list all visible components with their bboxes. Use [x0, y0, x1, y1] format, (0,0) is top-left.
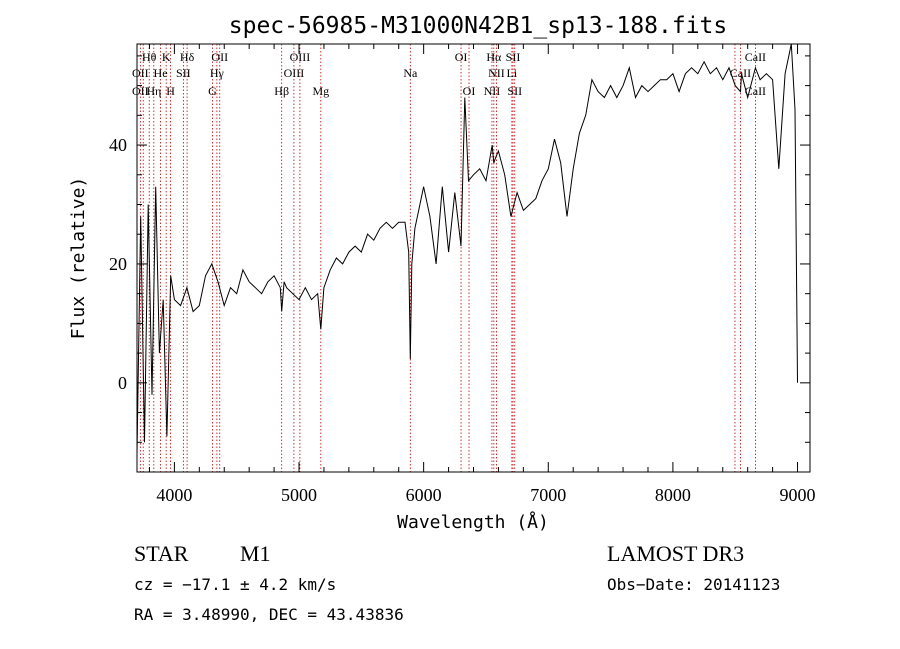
spectral-line-label: OI: [455, 50, 468, 64]
spectral-line-label: OII: [132, 84, 149, 98]
y-axis-ticks: 0 20 40: [109, 55, 810, 443]
spectral-line-label: OII: [211, 50, 228, 64]
spectrum-line: [136, 43, 798, 455]
spectral-line-label: OI: [463, 84, 476, 98]
spectral-line-label: Hα: [486, 50, 502, 64]
spectral-line-label: Hη: [146, 84, 161, 98]
spectral-line-label: SII: [507, 84, 522, 98]
spectral-line-label: Hγ: [210, 66, 225, 80]
x-tick-label: 8000: [655, 485, 691, 505]
chart-title: spec-56985-M31000N42B1_sp13-188.fits: [229, 13, 728, 39]
spectral-line-label: K: [162, 50, 171, 64]
x-tick-label: 5000: [281, 485, 317, 505]
spectral-line-label: NII: [484, 84, 501, 98]
spectral-line-label: CaII: [730, 66, 751, 80]
spectral-line-label: G: [208, 84, 217, 98]
y-tick-label: 40: [109, 135, 127, 155]
spectral-line-label: NII: [488, 66, 505, 80]
object-class: STAR: [134, 541, 189, 566]
object-subclass: M1: [240, 541, 271, 566]
spectral-line-label: Hβ: [274, 84, 289, 98]
spectral-line-labels: Hθ K Hδ OII OIII OI Hα SII CaII OII He SII Hγ OIII Na N…: [132, 50, 766, 98]
x-axis-label: Wavelength (Å): [397, 511, 549, 533]
spectral-line-label: Hθ: [142, 50, 157, 64]
x-axis-ticks: 4000 5000 6000 7000 8000 9000: [148, 44, 816, 505]
x-tick-label: 9000: [780, 485, 816, 505]
spectral-line-label: CaII: [745, 50, 766, 64]
y-axis-label: Flux (relative): [68, 177, 89, 340]
y-tick-label: 0: [118, 373, 127, 393]
spectral-line-label: H: [166, 84, 175, 98]
x-tick-label: 6000: [406, 485, 442, 505]
x-tick-label: 7000: [530, 485, 566, 505]
spectral-line-label: OIII: [290, 50, 311, 64]
y-tick-label: 20: [109, 254, 127, 274]
plot-frame: [136, 43, 811, 473]
spectral-marker-lines: [139, 44, 756, 472]
spectral-line-label: OIII: [284, 66, 305, 80]
spectral-line-label: SII: [176, 66, 191, 80]
spectral-line-label: OII: [132, 66, 149, 80]
observation-date: Obs−Date: 20141123: [607, 575, 780, 594]
survey-name: LAMOST DR3: [607, 541, 744, 566]
coordinates: RA = 3.48990, DEC = 43.43836: [134, 605, 404, 624]
spectral-line-label: Hδ: [180, 50, 195, 64]
spectral-line-label: SII: [506, 50, 521, 64]
spectral-line-label: Na: [403, 66, 418, 80]
x-tick-label: 4000: [156, 485, 192, 505]
spectral-line-label: He: [154, 66, 168, 80]
redshift-cz: cz = −17.1 ± 4.2 km/s: [134, 575, 336, 594]
spectral-line-label: Li: [507, 66, 518, 80]
spectral-line-label: Mg: [312, 84, 329, 98]
